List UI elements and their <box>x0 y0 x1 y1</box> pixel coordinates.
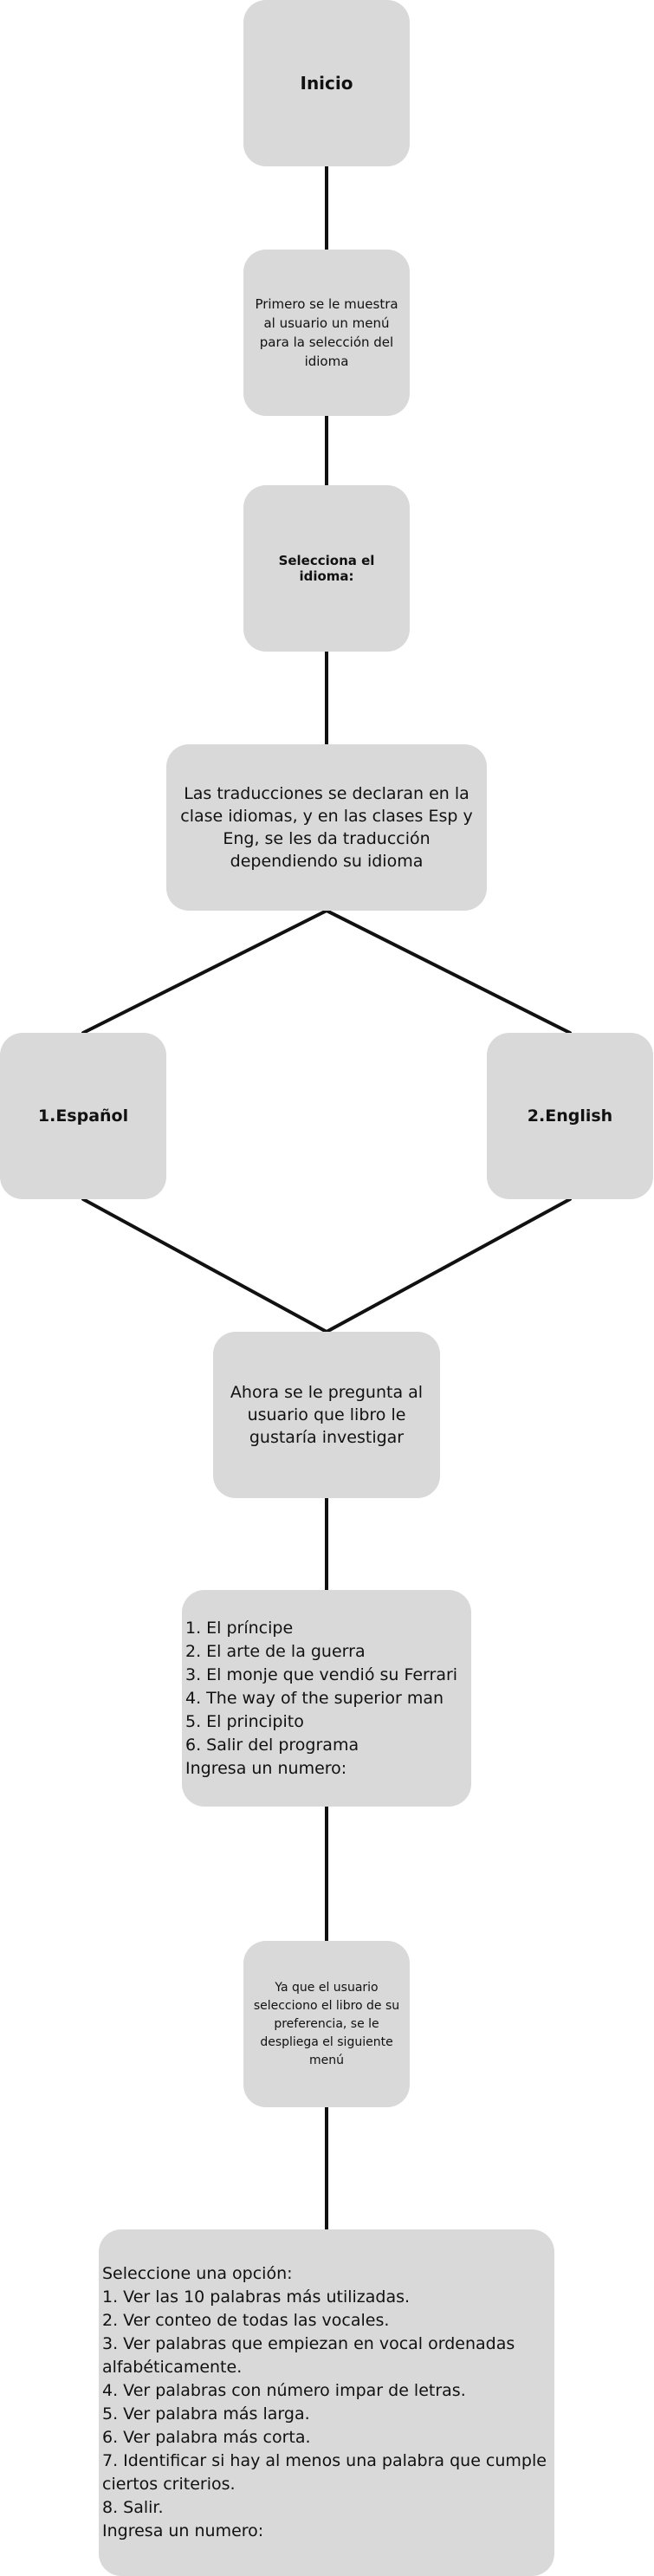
connector-traducciones-espanol <box>81 909 328 1035</box>
start-node: Inicio <box>243 0 410 166</box>
spanish-option-node: 1.Español <box>0 1033 166 1199</box>
book-list-label: 1. El príncipe 2. El arte de la guerra 3… <box>185 1618 458 1778</box>
connector-english-pregunta <box>325 1197 572 1333</box>
spanish-option-label: 1.Español <box>37 1106 129 1126</box>
language-menu-node: Primero se le muestra al usuario un menú… <box>243 250 410 416</box>
translations-node: Las traducciones se declaran en la clase… <box>166 744 487 911</box>
english-option-label: 2.English <box>527 1106 613 1126</box>
select-language-label: Selecciona el idioma: <box>278 553 375 584</box>
display-menu-node: Ya que el usuario selecciono el libro de… <box>243 1941 410 2107</box>
select-language-node: Selecciona el idioma: <box>243 485 410 652</box>
connector-espanol-pregunta <box>81 1197 328 1333</box>
options-menu-node: Seleccione una opción: 1. Ver las 10 pal… <box>99 2229 554 2576</box>
ask-book-label: Ahora se le pregunta al usuario que libr… <box>230 1383 424 1447</box>
display-menu-label: Ya que el usuario selecciono el libro de… <box>253 1980 400 2067</box>
options-menu-label: Seleccione una opción: 1. Ver las 10 pal… <box>102 2264 547 2540</box>
connector-traducciones-english <box>325 909 572 1035</box>
start-node-label: Inicio <box>300 73 353 94</box>
translations-label: Las traducciones se declaran en la clase… <box>180 784 473 871</box>
book-list-node: 1. El príncipe 2. El arte de la guerra 3… <box>182 1590 471 1807</box>
ask-book-node: Ahora se le pregunta al usuario que libr… <box>213 1332 440 1498</box>
language-menu-label: Primero se le muestra al usuario un menú… <box>255 296 398 369</box>
english-option-node: 2.English <box>487 1033 653 1199</box>
